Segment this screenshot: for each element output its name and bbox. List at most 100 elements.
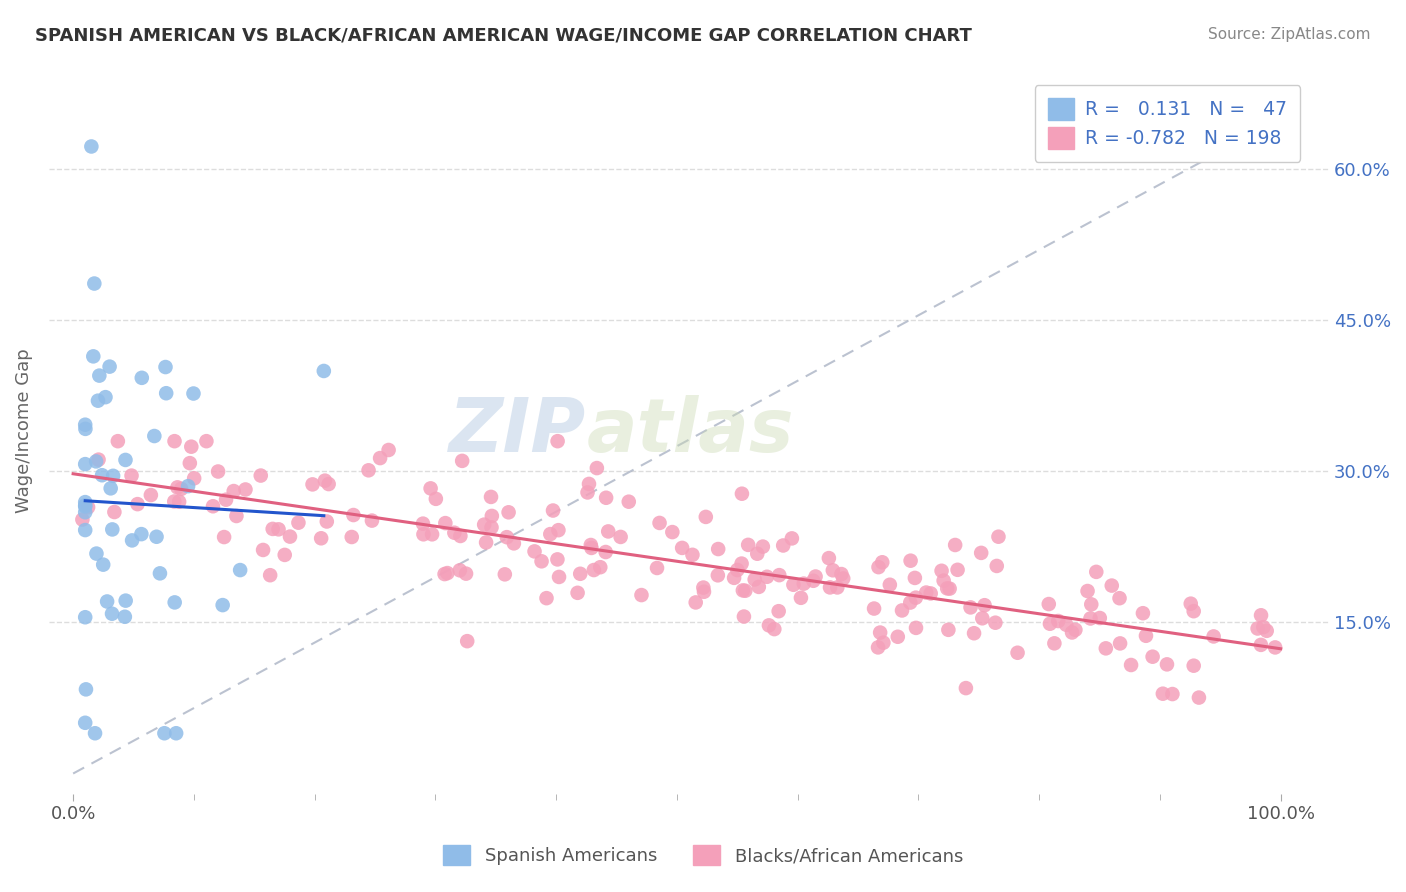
Point (139, 488, 162, 502)
Point (498, 505, 520, 519)
Point (121, 533, 143, 548)
Point (693, 584, 716, 599)
Point (249, 468, 271, 483)
Point (449, 529, 471, 543)
Point (98, 359, 121, 374)
Point (101, 607, 124, 621)
Point (904, 621, 927, 635)
Point (730, 557, 752, 571)
Point (959, 600, 981, 615)
Point (772, 539, 794, 553)
Point (195, 434, 218, 449)
Point (456, 634, 478, 648)
Point (863, 601, 886, 615)
Point (222, 484, 245, 499)
Point (412, 527, 434, 541)
Point (342, 508, 364, 522)
Point (692, 581, 714, 595)
Point (1188, 690, 1211, 705)
Point (229, 563, 252, 577)
Point (114, 453, 136, 467)
Point (830, 567, 852, 582)
Point (163, 494, 186, 508)
Point (87, 452, 110, 467)
Point (361, 514, 384, 528)
Point (101, 468, 124, 483)
Text: SPANISH AMERICAN VS BLACK/AFRICAN AMERICAN WAGE/INCOME GAP CORRELATION CHART: SPANISH AMERICAN VS BLACK/AFRICAN AMERIC… (35, 27, 972, 45)
Point (955, 681, 977, 695)
Point (1156, 657, 1178, 672)
Point (433, 567, 456, 582)
Point (75, 422, 97, 436)
Point (262, 522, 284, 536)
Point (682, 548, 704, 562)
Point (752, 540, 775, 554)
Point (793, 576, 815, 591)
Point (986, 558, 1008, 573)
Point (1080, 611, 1102, 625)
Point (235, 483, 257, 497)
Point (84, 454, 107, 468)
Point (869, 625, 891, 640)
Point (546, 552, 568, 566)
Point (177, 479, 200, 493)
Point (598, 524, 620, 539)
Text: ZIP: ZIP (450, 394, 586, 467)
Point (780, 532, 803, 546)
Point (75, 505, 97, 519)
Point (1038, 597, 1060, 611)
Point (274, 548, 297, 562)
Point (1054, 617, 1077, 632)
Point (818, 551, 841, 566)
Point (318, 477, 340, 491)
Point (1256, 624, 1278, 638)
Point (75, 495, 97, 509)
Point (1064, 623, 1087, 637)
Text: atlas: atlas (586, 394, 794, 467)
Point (103, 505, 125, 519)
Point (127, 497, 149, 511)
Text: Source: ZipAtlas.com: Source: ZipAtlas.com (1208, 27, 1371, 42)
Point (301, 477, 323, 491)
Point (891, 603, 914, 617)
Point (946, 563, 969, 577)
Point (748, 580, 770, 594)
Point (569, 566, 592, 581)
Point (695, 509, 717, 524)
Point (936, 582, 959, 596)
Point (420, 527, 443, 541)
Point (107, 434, 129, 449)
Point (586, 461, 609, 475)
Point (1264, 640, 1286, 655)
Point (576, 485, 599, 500)
Point (312, 364, 335, 378)
Point (1108, 591, 1130, 606)
Point (707, 568, 730, 582)
Point (1088, 611, 1111, 625)
Point (617, 494, 640, 508)
Point (475, 535, 498, 549)
Point (870, 555, 893, 569)
Point (454, 566, 477, 581)
Point (661, 525, 683, 540)
Point (1135, 629, 1157, 643)
Point (630, 588, 652, 602)
Point (252, 543, 274, 558)
Point (131, 371, 153, 385)
Point (579, 538, 602, 552)
Point (479, 490, 502, 504)
Point (1109, 636, 1132, 650)
Point (472, 517, 495, 532)
Point (153, 726, 176, 740)
Point (1161, 687, 1184, 701)
Point (1250, 608, 1272, 623)
Point (91, 558, 114, 572)
Point (866, 640, 889, 655)
Point (449, 563, 471, 577)
Point (315, 515, 337, 529)
Point (530, 554, 553, 568)
Point (887, 630, 910, 644)
Point (75, 499, 97, 513)
Point (1202, 630, 1225, 644)
Point (163, 434, 186, 449)
